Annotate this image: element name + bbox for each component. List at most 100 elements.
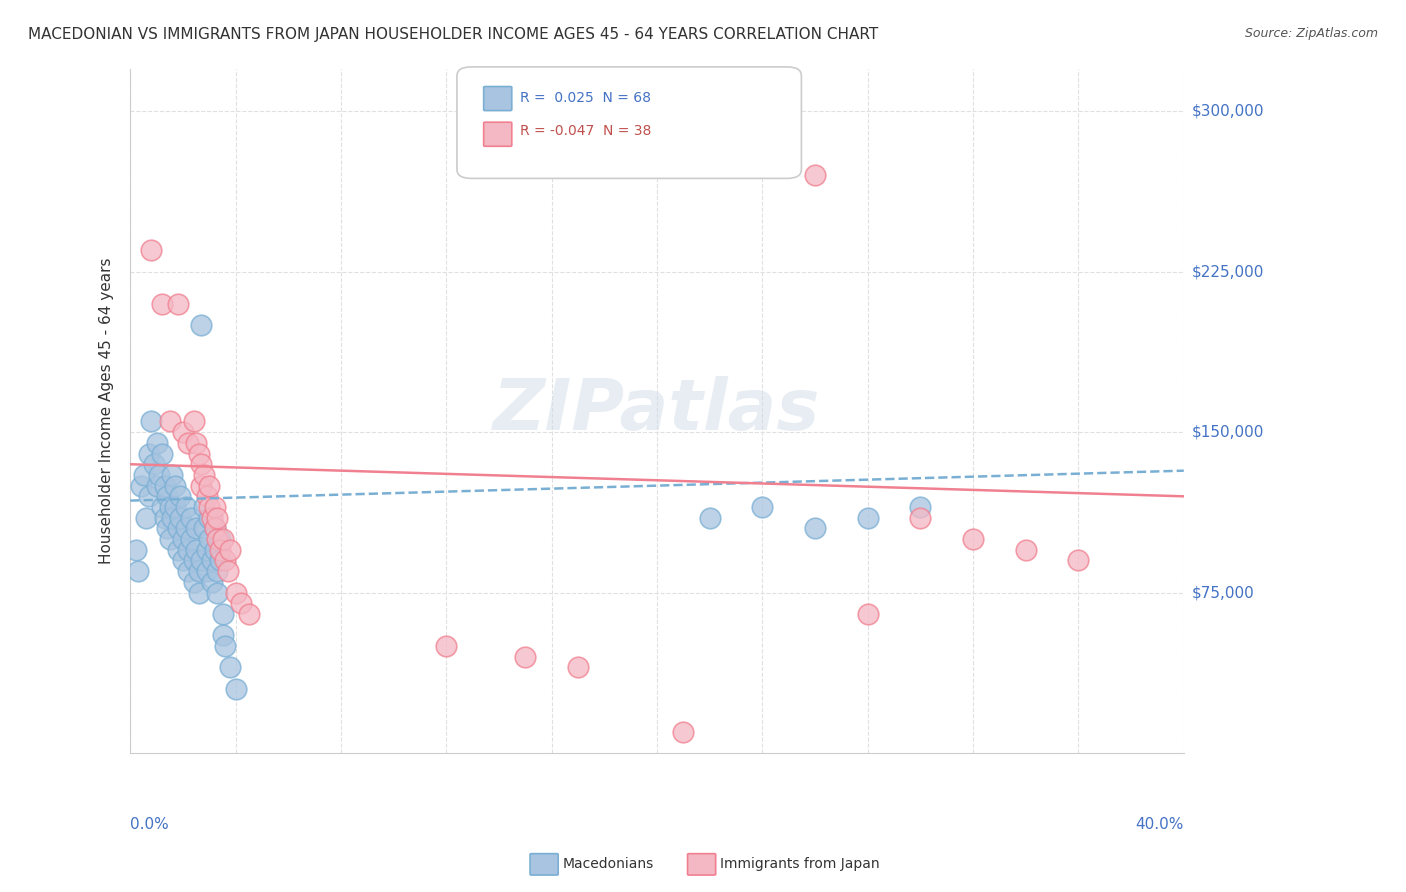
Point <box>162 510 184 524</box>
Point <box>172 425 194 439</box>
Point <box>201 553 224 567</box>
Point <box>193 500 215 514</box>
Point <box>132 467 155 482</box>
Point <box>198 532 221 546</box>
Point <box>204 521 226 535</box>
Text: Macedonians: Macedonians <box>562 857 654 871</box>
Point <box>198 500 221 514</box>
Point <box>910 500 932 514</box>
Text: Source: ZipAtlas.com: Source: ZipAtlas.com <box>1244 27 1378 40</box>
Point <box>150 500 173 514</box>
Point <box>127 564 149 578</box>
Point <box>172 532 194 546</box>
Point <box>856 510 879 524</box>
Point <box>177 542 200 557</box>
Text: R = -0.047  N = 38: R = -0.047 N = 38 <box>520 124 651 138</box>
Point <box>211 532 233 546</box>
Point <box>141 414 163 428</box>
Point <box>183 414 205 428</box>
Point <box>159 532 181 546</box>
Point <box>135 510 157 524</box>
Text: $225,000: $225,000 <box>1192 264 1264 279</box>
Text: Immigrants from Japan: Immigrants from Japan <box>720 857 880 871</box>
Point <box>207 510 229 524</box>
Point <box>169 489 191 503</box>
Point <box>1067 553 1090 567</box>
Point <box>186 435 208 450</box>
Point <box>145 435 167 450</box>
Text: ZIPatlas: ZIPatlas <box>494 376 821 445</box>
Point <box>193 521 215 535</box>
Point <box>148 467 170 482</box>
Point <box>169 510 191 524</box>
Point <box>193 467 215 482</box>
Point <box>211 607 233 621</box>
Point <box>229 596 252 610</box>
Point <box>190 553 212 567</box>
Point <box>201 574 224 589</box>
Point <box>183 553 205 567</box>
Point <box>190 478 212 492</box>
Point <box>198 510 221 524</box>
Point <box>153 478 176 492</box>
Point <box>204 521 226 535</box>
Point <box>165 478 187 492</box>
Y-axis label: Householder Income Ages 45 - 64 years: Householder Income Ages 45 - 64 years <box>100 258 114 564</box>
Point <box>804 169 827 183</box>
Point <box>186 542 208 557</box>
Point <box>208 532 231 546</box>
Point <box>177 564 200 578</box>
Point <box>183 574 205 589</box>
Point <box>198 478 221 492</box>
Point <box>156 521 179 535</box>
Point <box>207 585 229 599</box>
Point <box>190 318 212 333</box>
Point <box>211 628 233 642</box>
Point <box>166 297 188 311</box>
Point <box>195 489 218 503</box>
Point <box>962 532 984 546</box>
Point <box>208 553 231 567</box>
Point <box>910 510 932 524</box>
Point <box>180 532 202 546</box>
Text: 0.0%: 0.0% <box>131 817 169 832</box>
Point <box>186 521 208 535</box>
Point <box>174 500 197 514</box>
Point <box>238 607 260 621</box>
Text: MACEDONIAN VS IMMIGRANTS FROM JAPAN HOUSEHOLDER INCOME AGES 45 - 64 YEARS CORREL: MACEDONIAN VS IMMIGRANTS FROM JAPAN HOUS… <box>28 27 879 42</box>
Point <box>672 724 695 739</box>
Point <box>225 585 247 599</box>
Point <box>143 457 166 471</box>
Point <box>217 564 239 578</box>
Point <box>1015 542 1038 557</box>
Point <box>204 542 226 557</box>
Point <box>207 564 229 578</box>
Point <box>162 467 184 482</box>
Point <box>187 446 209 460</box>
Point <box>138 446 160 460</box>
Point <box>207 532 229 546</box>
Point <box>187 585 209 599</box>
Text: R =  0.025  N = 68: R = 0.025 N = 68 <box>520 91 651 105</box>
Point <box>195 564 218 578</box>
Point <box>751 500 773 514</box>
Point <box>150 446 173 460</box>
Point <box>214 553 236 567</box>
Point <box>515 649 537 664</box>
Text: $300,000: $300,000 <box>1192 103 1264 119</box>
Point <box>208 542 231 557</box>
Point <box>156 489 179 503</box>
Point <box>159 500 181 514</box>
Point <box>219 542 242 557</box>
Point <box>190 457 212 471</box>
Text: $75,000: $75,000 <box>1192 585 1254 600</box>
Point <box>153 510 176 524</box>
Point <box>159 414 181 428</box>
Point <box>129 478 152 492</box>
Point <box>166 521 188 535</box>
Point <box>138 489 160 503</box>
Point <box>219 660 242 674</box>
Point <box>145 478 167 492</box>
Point <box>225 681 247 696</box>
Point <box>856 607 879 621</box>
